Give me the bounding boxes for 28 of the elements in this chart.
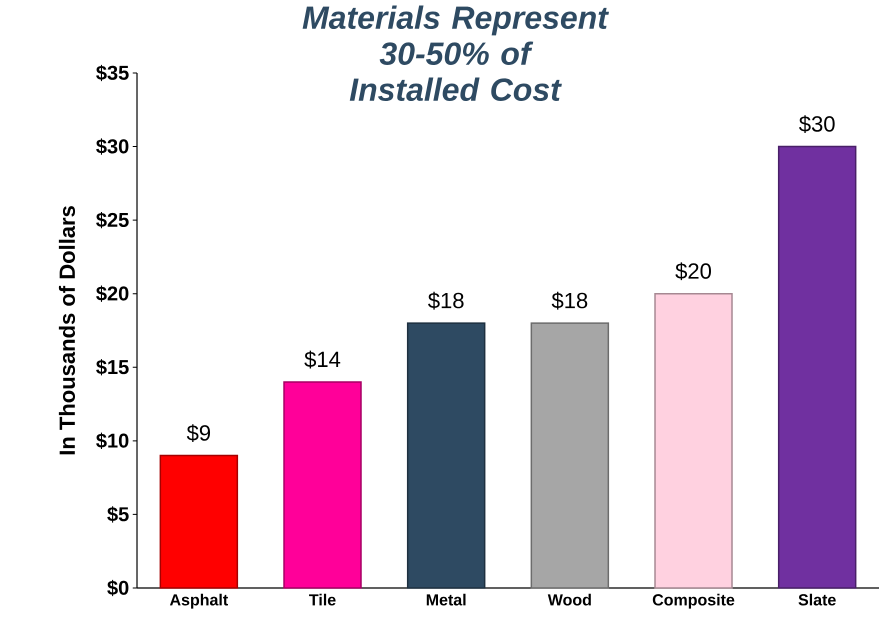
x-tick-label: Slate	[798, 594, 836, 606]
chart-title: Materials Represent 30-50% of Installed Cost	[302, 6, 609, 102]
data-label: $18	[552, 292, 588, 310]
y-tick-label: $10	[96, 432, 128, 450]
y-tick-label: $35	[96, 64, 129, 82]
y-axis-title: In Thousands of Dollars	[58, 206, 76, 454]
y-tick-label: $15	[96, 359, 129, 376]
data-label: $9	[186, 424, 210, 442]
x-tick-label: Tile	[309, 594, 336, 606]
bar	[654, 292, 733, 589]
bar	[778, 146, 856, 589]
bar	[283, 381, 362, 589]
data-label: $18	[428, 292, 464, 310]
y-tick-label: $5	[107, 506, 129, 523]
bar	[530, 322, 610, 589]
y-tick-label: $30	[96, 138, 128, 155]
y-tick-label: $20	[96, 286, 128, 302]
bar	[406, 322, 486, 589]
x-tick-label: Wood	[548, 594, 591, 606]
y-tick-label: $0	[107, 580, 128, 596]
data-label: $30	[799, 115, 835, 134]
bar	[160, 454, 238, 589]
x-tick-label: Metal	[426, 594, 466, 606]
x-tick-label: Asphalt	[170, 594, 228, 609]
data-label: $14	[304, 350, 340, 368]
data-label: $20	[675, 262, 711, 280]
y-tick-label: $25	[96, 212, 129, 228]
x-tick-label: Composite	[652, 594, 734, 609]
